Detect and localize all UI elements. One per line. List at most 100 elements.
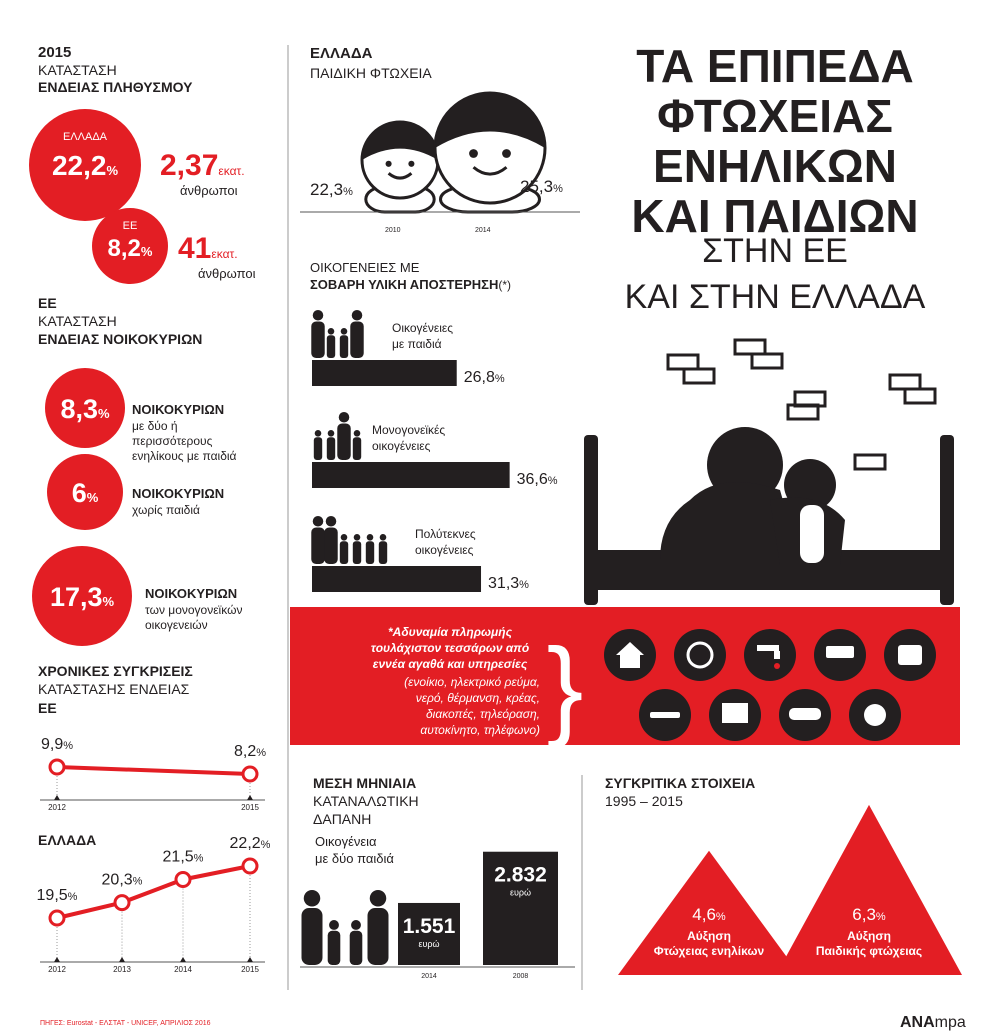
triangle-label-part: Παιδικής φτώχειας (816, 944, 922, 958)
section-label-part: ΚΑΤΑΣΤΑΣΗ (38, 62, 117, 78)
year-label-part: 2015 (241, 803, 259, 812)
group-label: οικογένειες (415, 543, 474, 557)
group-label: οικογένειες (372, 439, 431, 453)
trend-point (174, 870, 192, 888)
eye (469, 149, 478, 158)
group-label-part: οικογένειες (415, 543, 474, 557)
group-label: Μονογονεϊκές (372, 423, 445, 437)
subtitle-line-part: ΣΤΗΝ ΕΕ (702, 232, 848, 270)
section-heading-part: ΕΛΛΑΔΑ (310, 45, 373, 62)
note-item-part: (ενοίκιο, ηλεκτρικό ρεύμα, (404, 675, 540, 689)
brace: } (547, 626, 584, 749)
value-label: 22,3% (310, 180, 353, 199)
year-label-part: 2010 (385, 227, 401, 234)
bar (312, 462, 510, 488)
person-head (369, 890, 387, 907)
section-heading-part: (*) (498, 278, 511, 292)
section-heading: ΧΡΟΝΙΚΕΣ ΣΥΓΚΡΙΣΕΙΣ (38, 663, 193, 679)
person-head (314, 430, 322, 437)
person-body (326, 437, 336, 460)
value-label: 36,6% (517, 471, 558, 488)
person-head (353, 534, 361, 541)
year-label-part: 2008 (513, 973, 529, 980)
section-heading: ΕΝΔΕΙΑΣ ΝΟΙΚΟΚΥΡΙΩΝ (38, 331, 202, 347)
value-label: 2.832 (494, 864, 547, 887)
percent-label-part: 17,3 (50, 582, 103, 612)
household-desc-part: των μονογονεϊκών (145, 603, 242, 617)
section-label: ΔΑΠΑΝΗ (313, 811, 371, 827)
title-line: ΤΑ ΕΠΙΠΕΔΑ (636, 40, 914, 92)
year-label: 2012 (48, 803, 66, 812)
trend-point (113, 894, 131, 912)
person-head (312, 516, 324, 527)
person-head (303, 890, 321, 907)
eye (385, 160, 392, 167)
percent-label-part: 6 (72, 478, 87, 508)
person-body (327, 930, 341, 965)
person-body (301, 908, 323, 965)
person-body (350, 321, 364, 358)
value-label-part: % (256, 747, 266, 759)
hair (435, 93, 545, 148)
value-label-part: 2.832 (494, 864, 547, 887)
unit-label: ευρώ (418, 939, 439, 949)
count-label-part: εκατ. (218, 164, 244, 178)
hair (362, 122, 438, 160)
triangle-label-part: Αύξηση (847, 929, 891, 943)
logo: ANAmpa (900, 1014, 966, 1031)
section-label: ΠΑΙΔΙΚΗ ΦΤΩΧΕΙΑ (310, 65, 432, 81)
year-label-part: 2014 (174, 965, 192, 974)
group-label-part: Μονογονεϊκές (372, 423, 445, 437)
region-label: ΕΛΛΑΔΑ (63, 131, 108, 143)
household-name: ΝΟΙΚΟΚΥΡΙΩΝ (145, 586, 237, 601)
person-head (340, 328, 348, 335)
person-head (338, 412, 350, 423)
value-label: 22,2% (230, 835, 271, 852)
value-label: 19,5% (37, 887, 78, 904)
bar (483, 851, 558, 965)
person-body (352, 437, 362, 460)
person-body (365, 541, 375, 564)
value-label: 8,2% (234, 743, 266, 760)
section-year: 2015 (38, 44, 71, 61)
chart-title: ΕΛΛΑΔΑ (38, 832, 96, 848)
percent-label-part: % (87, 490, 99, 505)
section-year-part: 2015 (38, 44, 71, 61)
count-label: 2,37εκατ. (160, 149, 245, 182)
triangle-label: Φτώχειας ενηλίκων (654, 944, 765, 958)
icons (604, 629, 936, 741)
eye (502, 149, 511, 158)
section-heading: ΜΕΣΗ ΜΗΝΙΑΙΑ (313, 775, 416, 791)
person-head (327, 430, 335, 437)
value-label: 26,8% (464, 369, 505, 386)
household-desc: ενηλίκους με παιδιά (132, 449, 237, 463)
household-desc: οικογενειών (145, 618, 208, 632)
value-label: 31,3% (488, 575, 529, 592)
section-region: ΕΕ (38, 295, 57, 311)
family-label: με δύο παιδιά (315, 851, 394, 866)
person-head (351, 920, 361, 930)
family-label-part: Οικογένεια (315, 834, 377, 849)
value-label: 4,6% (692, 905, 726, 924)
stat-circle (29, 109, 141, 221)
person-body (367, 908, 389, 965)
section-heading: ΣΟΒΑΡΗ ΥΛΙΚΗ ΑΠΟΣΤΕΡΗΣΗ(*) (310, 277, 511, 292)
value-label-part: % (716, 911, 726, 923)
chart-title: ΕΕ (38, 700, 57, 716)
section-label: ΚΑΤΑΣΤΑΣΗ (38, 62, 117, 78)
year-label: 2012 (48, 965, 66, 974)
household-desc-part: με δύο ή (132, 419, 178, 433)
person-head (340, 534, 348, 541)
person-head (325, 516, 337, 527)
section-label: 1995 – 2015 (605, 793, 683, 809)
value-label-part: 36,6 (517, 471, 548, 488)
note-item-part: διακοπές, τηλεόραση, (426, 707, 540, 721)
note-title-part: εννέα αγαθά και υπηρεσίες (373, 657, 528, 671)
year-label-part: 2012 (48, 803, 66, 812)
year-label: 2015 (241, 965, 259, 974)
percent-label-part: 8,2 (108, 235, 141, 262)
subtitle-line: ΚΑΙ ΣΤΗΝ ΕΛΛΑΔΑ (625, 278, 926, 316)
subtitle-line: ΣΤΗΝ ΕΕ (702, 232, 848, 270)
household-desc-part: χωρίς παιδιά (132, 503, 200, 517)
